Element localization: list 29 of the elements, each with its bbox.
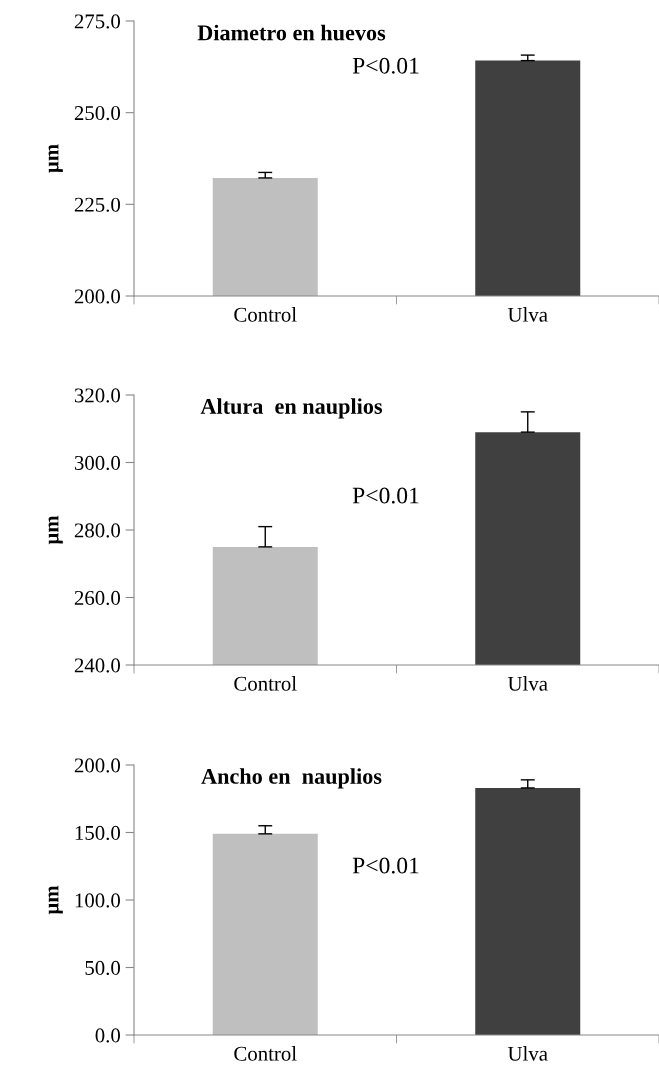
chart-title: Diametro en huevos: [197, 24, 386, 41]
y-tick-label: 225.0: [74, 197, 121, 212]
chart-title: Ancho en nauplios: [201, 768, 382, 789]
y-tick-label: 300.0: [74, 455, 121, 471]
y-tick-label: 0.0: [95, 1028, 121, 1043]
y-axis-title: µm: [48, 144, 63, 173]
y-tick-label: 200.0: [74, 289, 121, 304]
y-tick-label: 250.0: [74, 106, 121, 121]
annotation: P<0.01: [352, 857, 419, 874]
chart-title: Altura en nauplios: [200, 398, 383, 419]
annotation: P<0.01: [352, 57, 419, 74]
annotation: P<0.01: [352, 487, 419, 504]
y-tick-label: 150.0: [75, 825, 121, 841]
x-tick-label: Control: [234, 676, 297, 691]
y-tick-label: 100.0: [75, 893, 121, 908]
y-tick-label: 200.0: [74, 758, 121, 773]
x-tick-label: Control: [234, 307, 297, 322]
x-tick-label: Ulva: [507, 676, 548, 691]
x-tick-label: Control: [234, 1046, 297, 1061]
y-tick-label: 50.0: [85, 960, 121, 976]
y-tick-label: 280.0: [74, 523, 121, 538]
x-tick-label: Ulva: [507, 1046, 548, 1061]
x-tick-label: Ulva: [507, 307, 548, 322]
y-tick-label: 320.0: [74, 388, 121, 403]
y-tick-label: 260.0: [74, 590, 121, 606]
y-axis-title: µm: [48, 885, 63, 915]
y-tick-label: 275.0: [74, 14, 121, 29]
y-axis-title: µm: [48, 515, 63, 545]
y-tick-label: 240.0: [74, 658, 121, 673]
